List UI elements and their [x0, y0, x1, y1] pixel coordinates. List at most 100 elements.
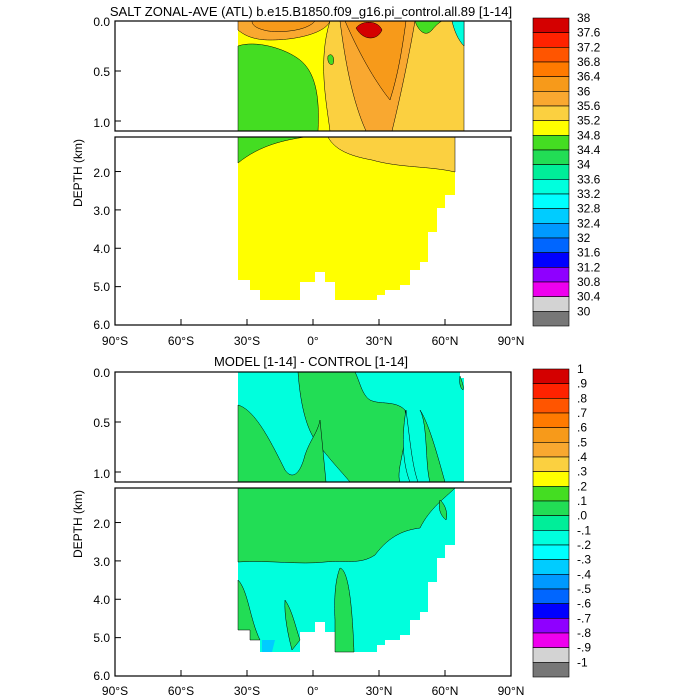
colorbar-label: 30: [577, 304, 591, 318]
y-tick-label: 1.0: [93, 467, 110, 481]
y-tick-label: 4.0: [93, 242, 110, 256]
y-tick-label: 1.0: [93, 116, 110, 130]
diff-panel: MODEL [1-14] - CONTROL [1-14] 0.0 0.5: [71, 354, 591, 698]
colorbar-swatch: [532, 223, 570, 239]
x-tick-label: 30°N: [366, 334, 393, 348]
salt-tick-marks: [114, 20, 512, 326]
diff-upper-frame: [114, 371, 512, 483]
colorbar-label: .8: [577, 391, 587, 405]
colorbar-swatch: [532, 61, 570, 77]
colorbar-swatch: [532, 486, 570, 502]
colorbar-swatch: [532, 17, 570, 33]
colorbar-label: .2: [577, 479, 587, 493]
x-tick-label: 60°S: [168, 684, 194, 698]
colorbar-label: 32.4: [577, 216, 601, 230]
colorbar-swatch: [532, 208, 570, 224]
colorbar-label: -.9: [577, 641, 591, 655]
colorbar-label: 30.8: [577, 275, 601, 289]
x-tick-label: 90°S: [102, 334, 128, 348]
colorbar-swatch: [532, 149, 570, 165]
colorbar-swatch: [532, 281, 570, 297]
salt-panel: SALT ZONAL-AVE (ATL) b.e15.B1850.f09_g16…: [71, 4, 601, 348]
colorbar-swatch: [532, 530, 570, 546]
colorbar-swatch: [532, 500, 570, 516]
colorbar-swatch: [532, 544, 570, 560]
colorbar-swatch: [532, 647, 570, 663]
colorbar-label: .4: [577, 450, 587, 464]
colorbar-label: 32.8: [577, 202, 601, 216]
colorbar-swatch: [532, 574, 570, 590]
colorbar-label: -.3: [577, 553, 591, 567]
colorbar-swatch: [532, 471, 570, 487]
colorbar-label: .1: [577, 494, 587, 508]
diff-lower-fill: [237, 487, 456, 653]
colorbar-swatch: [532, 368, 570, 384]
colorbar-swatch: [532, 32, 570, 48]
y-tick-label: 3.0: [93, 204, 110, 218]
colorbar-swatch: [532, 442, 570, 458]
colorbar-label: 35.6: [577, 99, 601, 113]
colorbar-swatch: [532, 237, 570, 253]
y-tick-label: 2.0: [93, 517, 110, 531]
colorbar-label: 36: [577, 84, 591, 98]
colorbar-label: -.6: [577, 597, 591, 611]
colorbar-swatch: [532, 383, 570, 399]
colorbar-label: -.2: [577, 538, 591, 552]
colorbar-swatch: [532, 179, 570, 195]
colorbar-label: 35.2: [577, 114, 601, 128]
x-tick-label: 30°N: [366, 684, 393, 698]
colorbar-label: 1: [577, 362, 584, 376]
salt-panel-title: SALT ZONAL-AVE (ATL) b.e15.B1850.f09_g16…: [110, 4, 512, 19]
colorbar-label: 36.4: [577, 70, 601, 84]
colorbar-label: 37.6: [577, 26, 601, 40]
colorbar-label: 30.4: [577, 290, 601, 304]
x-tick-label: 30°S: [234, 684, 260, 698]
colorbar-swatch: [532, 618, 570, 634]
colorbar-swatch: [532, 603, 570, 619]
y-tick-label: 3.0: [93, 555, 110, 569]
diff-upper-fill: [237, 371, 464, 483]
colorbar-swatch: [532, 267, 570, 283]
y-tick-label: 5.0: [93, 280, 110, 294]
colorbar-label: .9: [577, 377, 587, 391]
colorbar-swatch: [532, 632, 570, 648]
colorbar-label: 33.2: [577, 187, 601, 201]
salt-colorbar: 3837.637.236.836.43635.635.234.834.43433…: [532, 11, 601, 327]
colorbar-swatch: [532, 559, 570, 575]
y-tick-label: 4.0: [93, 593, 110, 607]
colorbar-label: -.4: [577, 567, 591, 581]
colorbar-label: -.8: [577, 626, 591, 640]
colorbar-label: 34.8: [577, 128, 601, 142]
salt-lower-fill: [237, 136, 456, 300]
x-tick-label: 30°S: [234, 334, 260, 348]
colorbar-label: 34.4: [577, 143, 601, 157]
colorbar-swatch: [532, 427, 570, 443]
y-tick-label: 0.5: [93, 416, 110, 430]
x-tick-label: 90°S: [102, 684, 128, 698]
x-tick-label: 0°: [307, 334, 319, 348]
colorbar-label: .7: [577, 406, 587, 420]
y-tick-label: 5.0: [93, 631, 110, 645]
salt-upper-frame: [114, 20, 512, 132]
salt-upper-fill: [237, 20, 465, 132]
colorbar-label: 38: [577, 11, 591, 25]
diff-colorbar: 1.9.8.7.6.5.4.3.2.1.0-.1-.2-.3-.4-.5-.6-…: [532, 362, 591, 678]
x-tick-label: 60°S: [168, 334, 194, 348]
colorbar-swatch: [532, 252, 570, 268]
x-tick-label: 60°N: [432, 334, 459, 348]
colorbar-swatch: [532, 76, 570, 92]
colorbar-label: -.5: [577, 582, 591, 596]
colorbar-label: -.7: [577, 611, 591, 625]
colorbar-swatch: [532, 105, 570, 121]
colorbar-swatch: [532, 398, 570, 414]
colorbar-label: 33.6: [577, 172, 601, 186]
colorbar-swatch: [532, 120, 570, 136]
y-tick-label: 6.0: [93, 669, 110, 683]
y-tick-label: 6.0: [93, 318, 110, 332]
colorbar-label: .6: [577, 421, 587, 435]
colorbar-swatch: [532, 311, 570, 327]
x-tick-label: 0°: [307, 684, 319, 698]
colorbar-swatch: [532, 515, 570, 531]
colorbar-label: .3: [577, 465, 587, 479]
